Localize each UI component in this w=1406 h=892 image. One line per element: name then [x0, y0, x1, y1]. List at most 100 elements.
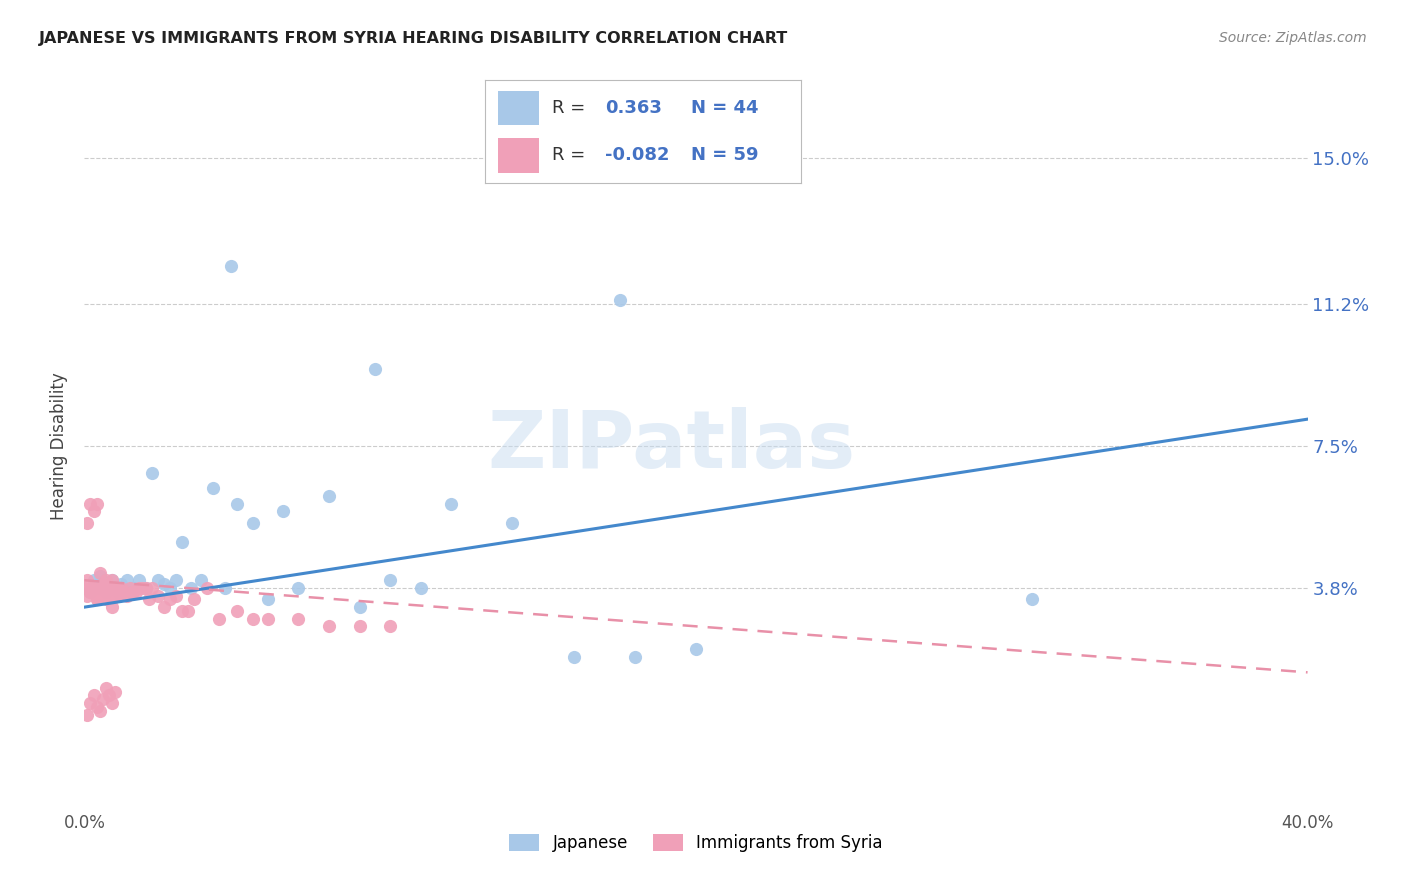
Point	[271, 504, 294, 518]
Point	[97, 584, 120, 599]
Point	[349, 619, 371, 633]
Point	[107, 584, 129, 599]
Point	[79, 696, 101, 710]
Point	[86, 497, 108, 511]
Point	[89, 569, 111, 583]
Point	[226, 497, 249, 511]
Point	[440, 497, 463, 511]
Point	[94, 681, 117, 695]
Point	[101, 600, 124, 615]
Point	[318, 619, 340, 633]
Point	[91, 692, 114, 706]
Point	[112, 584, 135, 599]
Point	[562, 650, 585, 665]
Point	[83, 581, 105, 595]
Point	[349, 600, 371, 615]
Point	[128, 581, 150, 595]
Point	[89, 704, 111, 718]
Point	[97, 581, 120, 595]
Point	[76, 589, 98, 603]
Point	[115, 589, 138, 603]
Point	[287, 612, 309, 626]
Point	[101, 574, 124, 588]
Point	[122, 584, 145, 599]
Point	[502, 516, 524, 530]
Point	[165, 574, 187, 588]
Point	[120, 584, 142, 599]
Point	[79, 581, 101, 595]
Point	[364, 362, 387, 376]
Point	[97, 689, 120, 703]
Point	[172, 604, 194, 618]
Point	[94, 574, 117, 588]
Point	[153, 577, 176, 591]
Point	[131, 581, 153, 595]
Text: R =: R =	[551, 146, 585, 164]
Point	[141, 581, 163, 595]
Point	[104, 589, 127, 603]
Point	[86, 592, 108, 607]
Text: Source: ZipAtlas.com: Source: ZipAtlas.com	[1219, 31, 1367, 45]
Point	[135, 581, 157, 595]
Point	[183, 592, 205, 607]
Text: N = 59: N = 59	[690, 146, 758, 164]
Point	[287, 581, 309, 595]
Point	[73, 581, 96, 595]
Point	[1021, 592, 1043, 607]
Point	[86, 699, 108, 714]
Point	[219, 259, 242, 273]
Point	[135, 581, 157, 595]
Y-axis label: Hearing Disability: Hearing Disability	[51, 372, 69, 520]
Bar	[498, 137, 538, 173]
Point	[128, 574, 150, 588]
Point	[226, 604, 249, 618]
Point	[86, 581, 108, 595]
Point	[79, 584, 101, 599]
Point	[159, 592, 181, 607]
Point	[190, 574, 212, 588]
Point	[153, 600, 176, 615]
Point	[76, 574, 98, 588]
Point	[104, 581, 127, 595]
Point	[97, 589, 120, 603]
Point	[76, 707, 98, 722]
Point	[94, 592, 117, 607]
Point	[104, 581, 127, 595]
Point	[201, 481, 224, 495]
Point	[125, 584, 148, 599]
Point	[380, 574, 402, 588]
Point	[318, 489, 340, 503]
Point	[159, 581, 181, 595]
Point	[91, 577, 114, 591]
Point	[120, 581, 142, 595]
Point	[409, 581, 432, 595]
Text: -0.082: -0.082	[605, 146, 669, 164]
Point	[195, 581, 218, 595]
Point	[91, 577, 114, 591]
Point	[141, 466, 163, 480]
Point	[83, 574, 105, 588]
Point	[79, 584, 101, 599]
Point	[146, 574, 169, 588]
Point	[146, 589, 169, 603]
Point	[107, 589, 129, 603]
Point	[624, 650, 647, 665]
Point	[91, 584, 114, 599]
Point	[257, 612, 280, 626]
Point	[101, 574, 124, 588]
Text: ZIPatlas: ZIPatlas	[488, 407, 856, 485]
Legend: Japanese, Immigrants from Syria: Japanese, Immigrants from Syria	[502, 827, 890, 859]
Text: R =: R =	[551, 99, 585, 117]
Point	[609, 293, 631, 308]
Point	[101, 581, 124, 595]
Point	[172, 535, 194, 549]
Point	[122, 581, 145, 595]
Point	[110, 581, 132, 595]
Point	[242, 516, 264, 530]
Point	[115, 574, 138, 588]
Point	[104, 684, 127, 698]
Point	[257, 592, 280, 607]
Point	[76, 516, 98, 530]
Point	[89, 566, 111, 580]
Point	[89, 589, 111, 603]
